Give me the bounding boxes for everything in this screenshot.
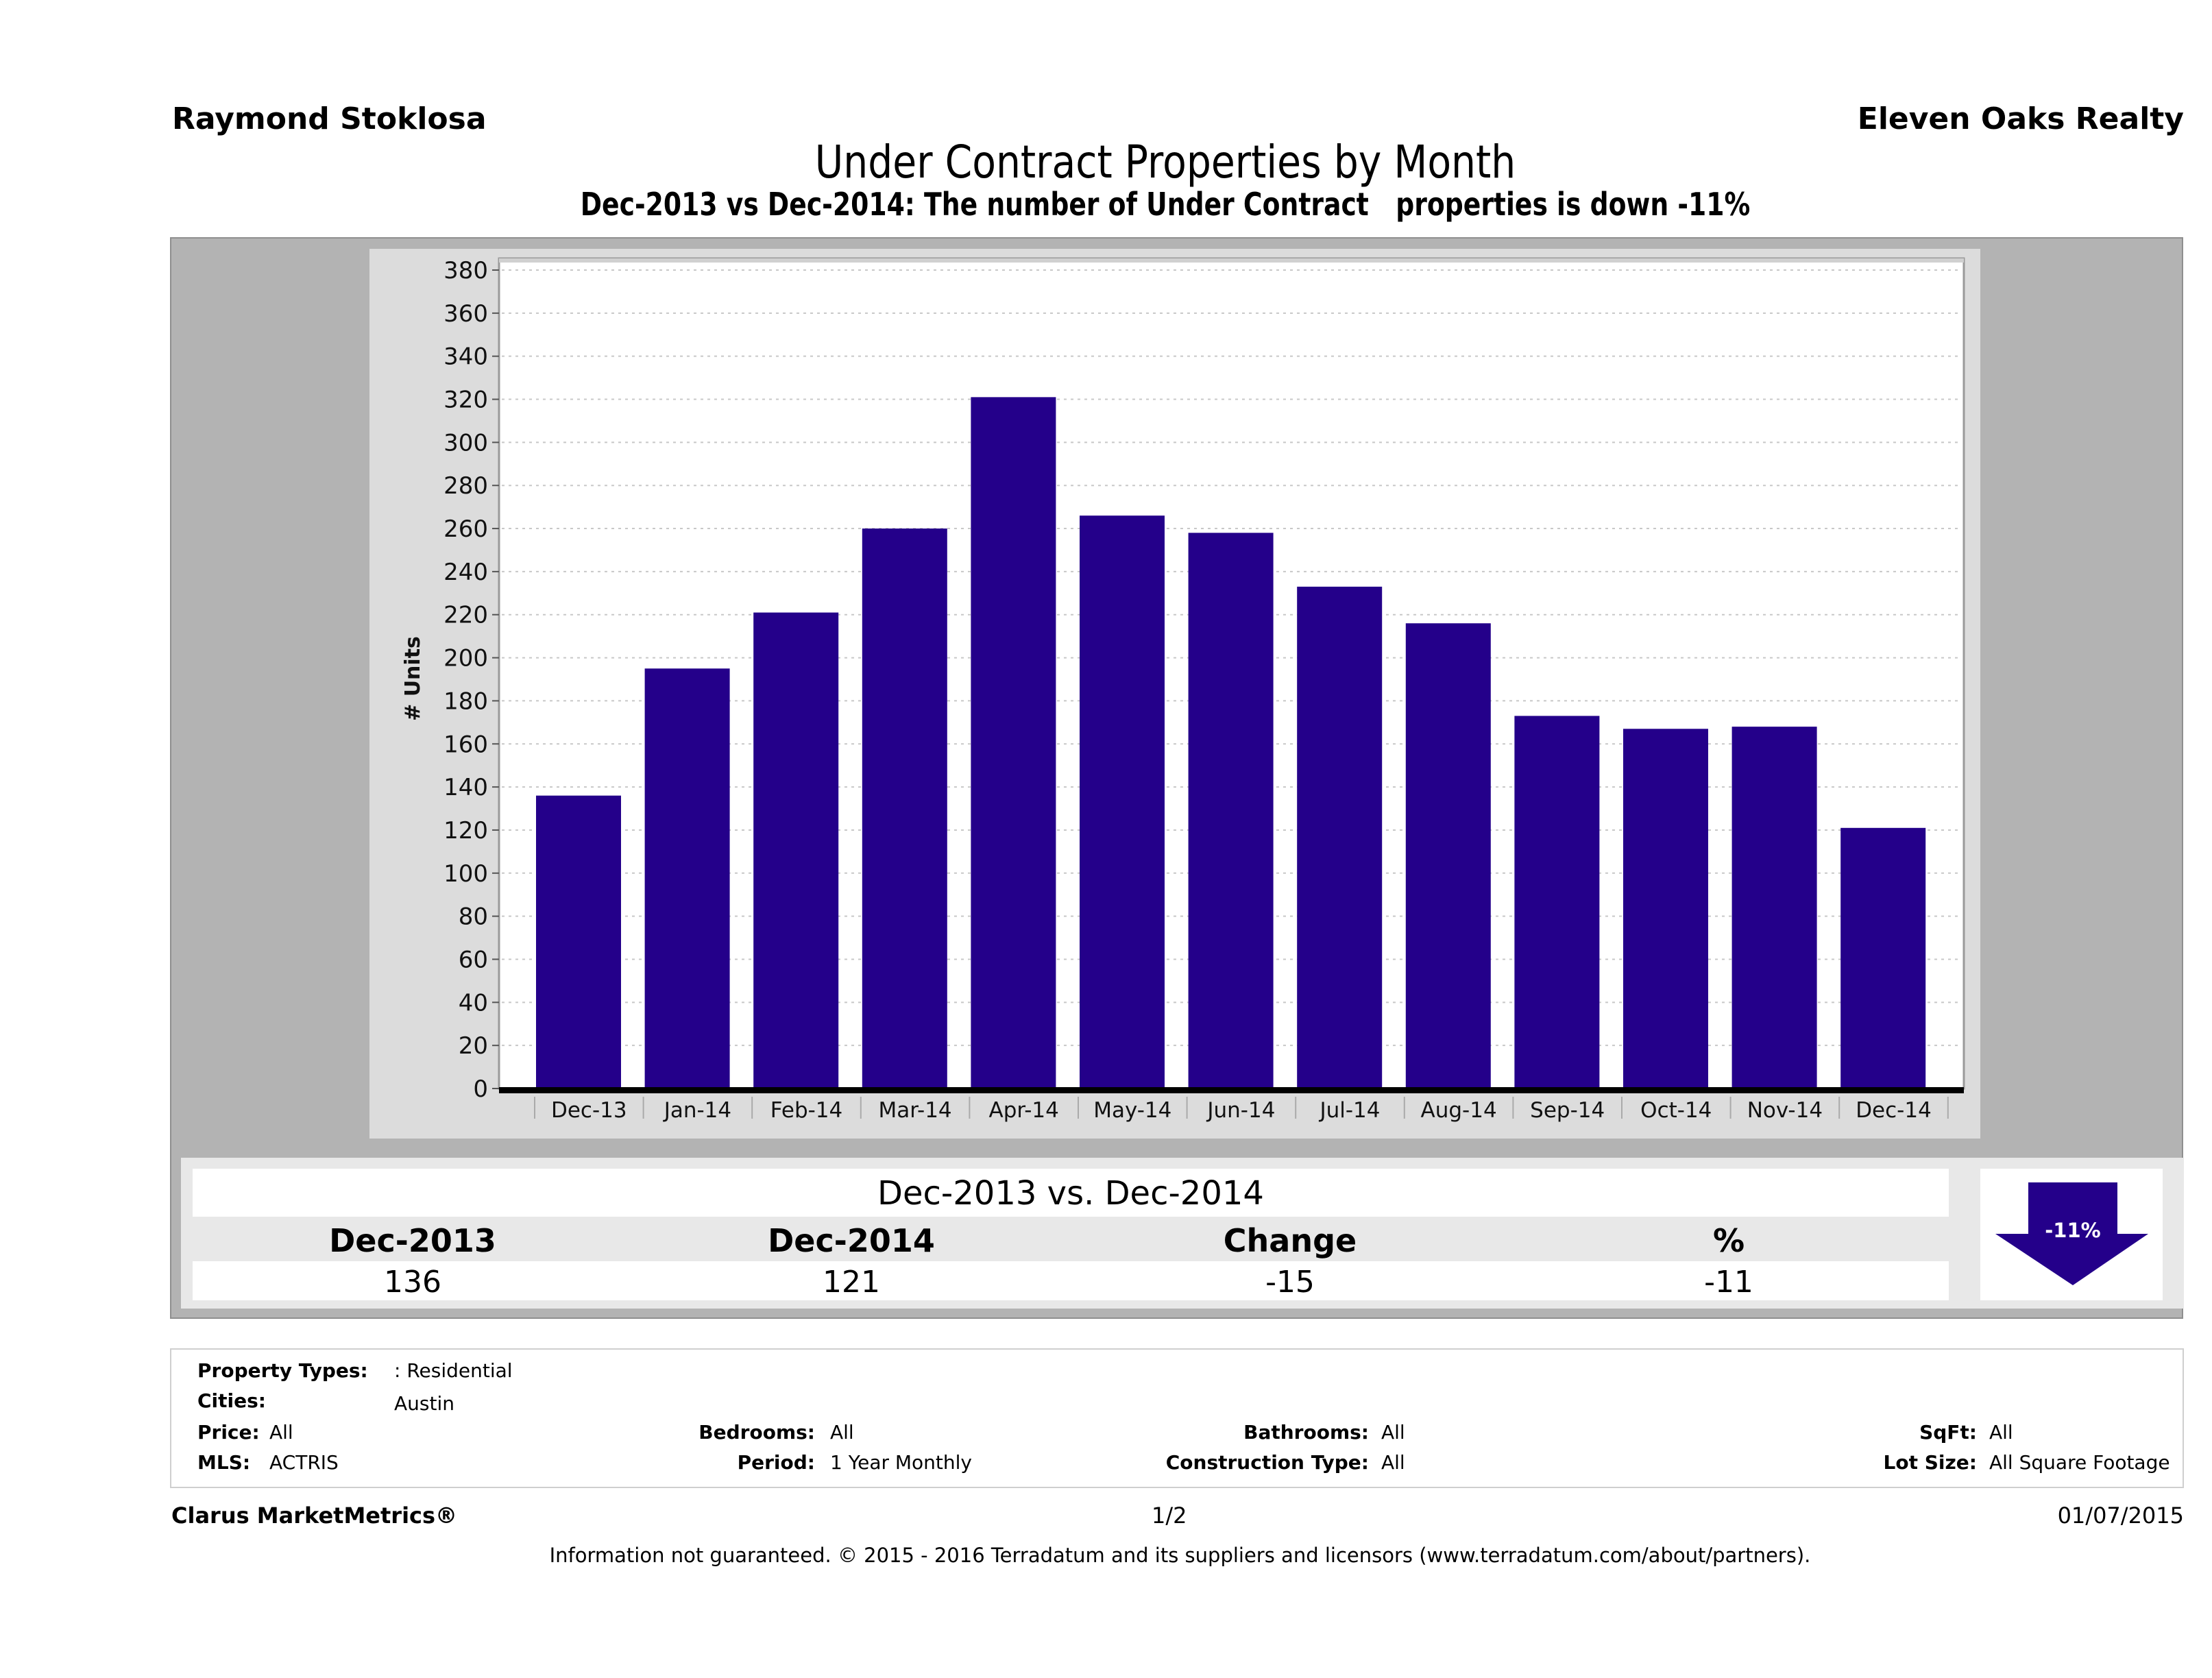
summary-title: Dec-2013 vs. Dec-2014 bbox=[877, 1174, 1264, 1213]
summary-col-change: Change bbox=[1223, 1222, 1357, 1259]
filter-value-price: All bbox=[269, 1421, 293, 1444]
chart-title: Under Contract Properties by Month bbox=[814, 136, 1516, 189]
agent-name: Raymond Stoklosa bbox=[172, 101, 487, 136]
filter-label-price: Price: bbox=[197, 1421, 260, 1444]
chart-subtitle: Dec-2013 vs Dec-2014: The number of Unde… bbox=[580, 186, 1751, 223]
filter-value-bathrooms: All bbox=[1381, 1421, 1405, 1444]
filter-value-period: 1 Year Monthly bbox=[830, 1451, 973, 1474]
summary-header-row bbox=[193, 1217, 1949, 1261]
filter-label-cities: Cities: bbox=[197, 1389, 266, 1412]
filter-label-lot-size: Lot Size: bbox=[1883, 1451, 1977, 1474]
summary-value-dec-2014: 121 bbox=[823, 1265, 880, 1300]
filter-value-mls: ACTRIS bbox=[269, 1451, 339, 1474]
filter-label-mls: MLS: bbox=[197, 1451, 251, 1474]
brokerage-name: Eleven Oaks Realty bbox=[1857, 101, 2184, 136]
filter-value-sqft: All bbox=[1989, 1421, 2013, 1444]
filter-label-sqft: SqFt: bbox=[1919, 1421, 1977, 1444]
filter-label-bedrooms: Bedrooms: bbox=[698, 1421, 815, 1444]
filter-value-property-types: : Residential bbox=[394, 1359, 513, 1382]
footer-date: 01/07/2015 bbox=[2057, 1503, 2184, 1529]
filter-label-construction-type: Construction Type: bbox=[1165, 1451, 1369, 1474]
footer-product-name: Clarus MarketMetrics® bbox=[171, 1503, 458, 1529]
filter-value-cities: Austin bbox=[394, 1392, 454, 1415]
filter-value-construction-type: All bbox=[1381, 1451, 1405, 1474]
filter-value-bedrooms: All bbox=[830, 1421, 854, 1444]
change-badge: -11% bbox=[1980, 1169, 2163, 1300]
filter-value-lot-size: All Square Footage bbox=[1989, 1451, 2170, 1474]
footer-page-number: 1/2 bbox=[1152, 1503, 1187, 1529]
filter-label-property-types: Property Types: bbox=[197, 1359, 368, 1382]
filter-criteria-panel: Property Types: : Residential Cities: Au… bbox=[170, 1348, 2184, 1488]
down-arrow-icon: -11% bbox=[1995, 1182, 2148, 1285]
summary-value-row bbox=[193, 1261, 1949, 1300]
filter-label-period: Period: bbox=[737, 1451, 815, 1474]
summary-value-percent: -11 bbox=[1704, 1265, 1753, 1300]
filter-label-bathrooms: Bathrooms: bbox=[1243, 1421, 1369, 1444]
summary-value-dec-2013: 136 bbox=[384, 1265, 441, 1300]
summary-col-dec-2014: Dec-2014 bbox=[768, 1222, 935, 1259]
summary-col-percent: % bbox=[1712, 1222, 1745, 1259]
footer-disclaimer: Information not guaranteed. © 2015 - 201… bbox=[549, 1544, 1811, 1567]
summary-title-row bbox=[193, 1169, 1949, 1217]
change-badge-label: -11% bbox=[2045, 1219, 2100, 1242]
summary-col-dec-2013: Dec-2013 bbox=[329, 1222, 496, 1259]
summary-value-change: -15 bbox=[1265, 1265, 1315, 1300]
chart-panel bbox=[369, 249, 1980, 1139]
